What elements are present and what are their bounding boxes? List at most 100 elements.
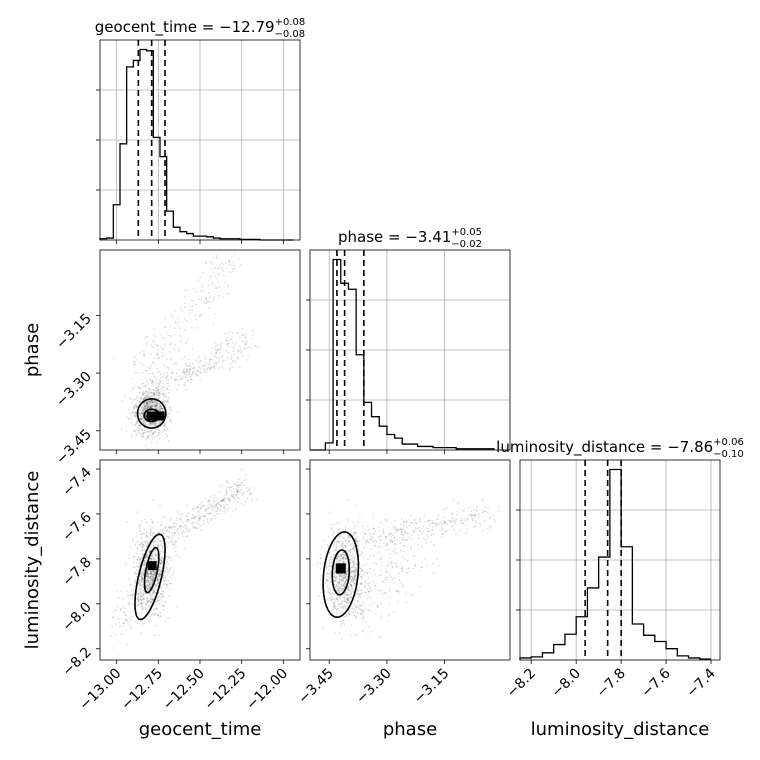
sample-point — [182, 369, 185, 372]
sample-point — [142, 572, 145, 575]
sample-point — [340, 583, 343, 585]
sample-point — [166, 568, 169, 571]
sample-point — [143, 419, 146, 422]
sample-point — [359, 604, 362, 607]
sample-point — [342, 607, 345, 610]
sample-point — [128, 622, 131, 624]
sample-point — [201, 364, 204, 366]
sample-point — [145, 369, 148, 372]
sample-point — [219, 348, 222, 350]
sample-point — [401, 533, 403, 536]
sample-point — [149, 388, 152, 390]
sample-point — [125, 430, 128, 433]
sample-point — [245, 347, 248, 349]
sample-point — [343, 574, 345, 577]
sample-point — [333, 575, 335, 578]
sample-point — [327, 589, 330, 592]
sample-point — [208, 507, 210, 510]
sample-point — [328, 573, 330, 575]
sample-point — [366, 572, 368, 575]
sample-point — [204, 515, 206, 518]
sample-point — [176, 527, 179, 530]
sample-point — [221, 499, 224, 501]
sample-point — [139, 418, 142, 421]
sample-point — [360, 569, 363, 572]
sample-point — [206, 512, 209, 515]
sample-point — [146, 402, 149, 405]
sample-point — [402, 520, 405, 523]
sample-point — [149, 557, 152, 560]
sample-point — [151, 555, 153, 558]
sample-point — [342, 587, 345, 590]
sample-point — [218, 351, 221, 354]
sample-point — [152, 592, 155, 595]
sample-point — [368, 581, 371, 584]
sample-point — [142, 431, 145, 434]
sample-point — [350, 585, 353, 587]
sample-point — [158, 531, 160, 534]
sample-point — [201, 504, 204, 507]
sample-point — [350, 579, 353, 582]
sample-point — [150, 531, 152, 534]
sample-point — [238, 349, 241, 352]
sample-point — [157, 404, 160, 407]
sample-point — [152, 432, 155, 434]
sample-point — [228, 260, 231, 263]
sample-point — [155, 379, 158, 381]
sample-point — [214, 510, 217, 513]
sample-point — [160, 539, 162, 542]
sample-point — [123, 625, 125, 627]
sample-point — [157, 579, 160, 582]
sample-point — [183, 368, 185, 371]
sample-point — [158, 402, 161, 405]
sample-point — [324, 582, 327, 584]
sample-point — [167, 555, 169, 558]
sample-point — [197, 506, 200, 508]
sample-point — [148, 396, 151, 399]
sample-point — [346, 602, 348, 605]
sample-point — [353, 548, 356, 551]
sample-point — [346, 593, 349, 596]
sample-point — [168, 588, 171, 590]
sample-point — [344, 615, 346, 618]
sample-point — [133, 556, 136, 558]
sample-point — [166, 434, 168, 437]
sample-point — [137, 583, 140, 585]
sample-point — [250, 347, 253, 349]
sample-point — [138, 388, 141, 390]
sample-point — [225, 488, 228, 491]
sample-point — [142, 593, 145, 596]
sample-point — [361, 575, 363, 577]
sample-point — [338, 591, 341, 594]
sample-point — [160, 585, 162, 588]
sample-point — [337, 553, 340, 555]
sample-point — [336, 612, 339, 615]
sample-point — [404, 558, 407, 561]
sample-point — [342, 605, 344, 608]
sample-point — [144, 562, 147, 564]
sample-point — [142, 420, 145, 422]
sample-point — [383, 518, 386, 521]
sample-point — [333, 567, 336, 569]
sample-point — [160, 568, 163, 571]
sample-point — [153, 375, 156, 378]
sample-point — [179, 334, 181, 337]
sample-point — [113, 647, 116, 649]
sample-point — [163, 583, 166, 586]
sample-point — [178, 555, 181, 558]
sample-point — [144, 445, 147, 448]
sample-point — [141, 602, 144, 605]
sample-point — [389, 573, 391, 576]
sample-point — [137, 556, 140, 559]
sample-point — [203, 369, 206, 371]
sample-point — [138, 581, 141, 584]
sample-point — [451, 518, 453, 521]
sample-point — [184, 371, 186, 373]
sample-point — [453, 528, 455, 530]
sample-point — [214, 342, 217, 344]
sample-point — [147, 570, 150, 572]
sample-point — [154, 390, 157, 392]
sample-point — [149, 592, 152, 594]
sample-point — [155, 422, 157, 425]
sample-point — [151, 594, 154, 596]
